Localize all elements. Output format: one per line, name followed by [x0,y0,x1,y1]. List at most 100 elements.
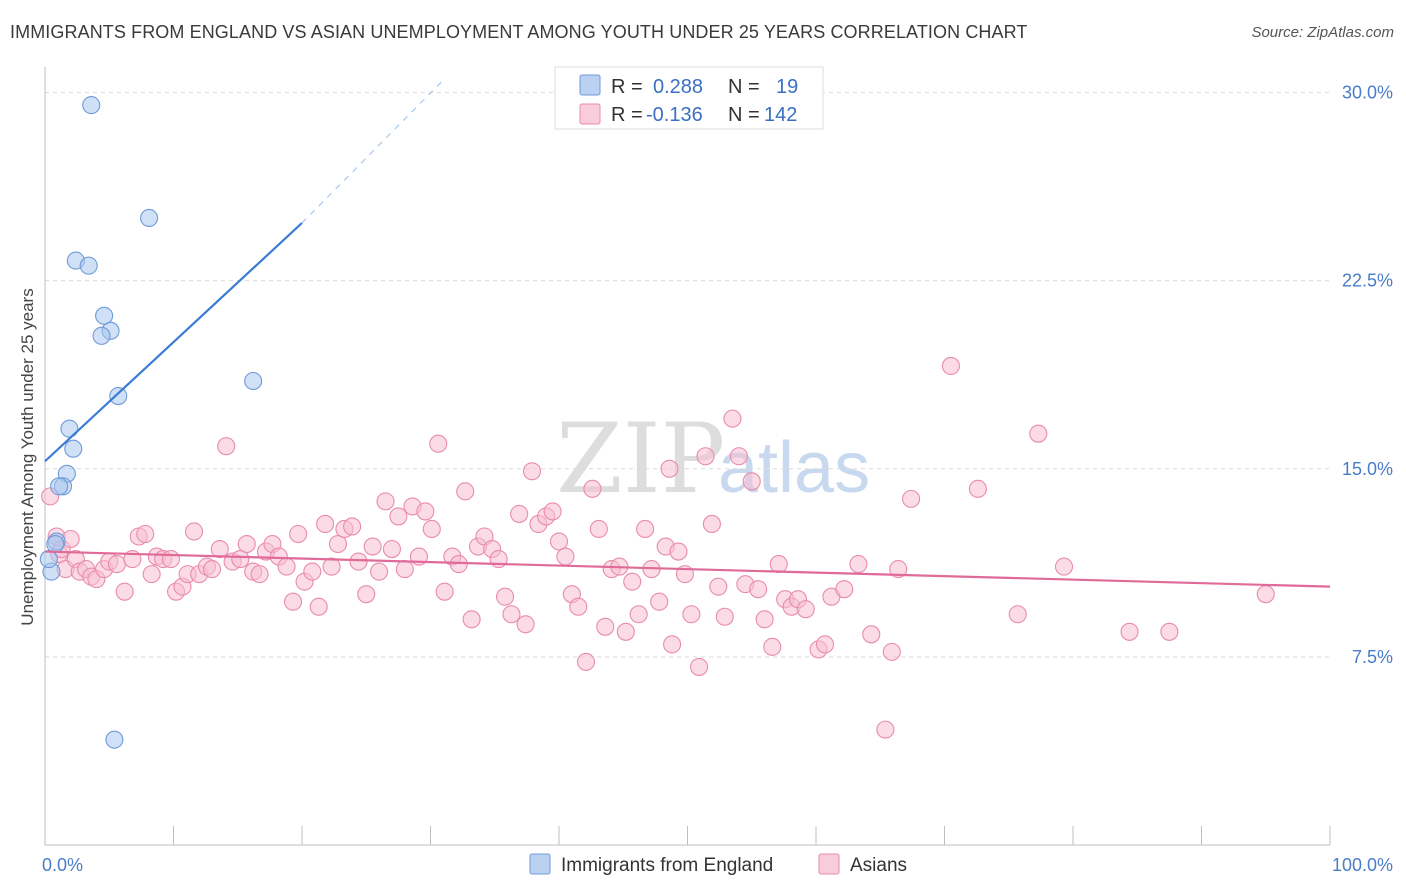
series-legend-label-england: Immigrants from England [561,855,773,876]
legend-n-value-asians: 142 [764,104,797,126]
axes [44,67,1331,846]
point-asians-104 [709,577,728,596]
point-asians-51 [357,585,376,604]
point-asians-39 [277,557,296,576]
legend-r-label-england: R = [611,76,643,98]
point-asians-43 [303,562,322,581]
point-england-6 [92,326,111,345]
trend-line-england [44,222,303,463]
point-asians-125 [882,642,901,661]
x-tick-labels: 0.0% 100.0% [42,855,1393,875]
point-asians-98 [669,542,688,561]
point-england-1 [140,208,159,228]
point-asians-53 [370,562,389,581]
point-asians-101 [690,657,709,676]
legend-r-value-asians: -0.136 [646,104,703,126]
point-asians-52 [363,537,382,556]
point-asians-66 [456,482,475,501]
point-asians-86 [589,519,608,539]
point-asians-136 [660,459,679,478]
point-asians-110 [749,580,768,599]
point-asians-47 [328,534,348,554]
point-asians-127 [902,489,921,508]
point-asians-121 [835,580,854,599]
point-asians-67 [462,610,481,629]
point-asians-73 [502,605,521,624]
point-asians-50 [349,552,368,571]
point-asians-45 [316,514,335,534]
point-asians-128 [941,356,960,375]
point-england-4 [95,306,114,325]
point-asians-83 [569,597,588,616]
point-asians-60 [416,502,435,521]
point-asians-106 [723,409,742,428]
point-asians-130 [1008,605,1027,624]
point-asians-81 [556,547,575,566]
point-asians-102 [696,447,715,466]
watermark-atlas: atlas [718,428,870,508]
point-asians-135 [1256,585,1275,604]
point-asians-13 [107,555,127,574]
x-tick-label-0: 0.0% [42,855,83,875]
x-tick-label-1: 100.0% [1332,855,1393,875]
point-asians-33 [237,534,256,554]
point-asians-122 [849,555,868,574]
point-asians-29 [210,539,229,559]
correlation-legend: R = 0.288 N = 19 R = -0.136 N = 142 [554,66,824,130]
point-asians-132 [1054,557,1074,576]
point-asians-95 [650,592,669,611]
point-asians-90 [616,622,635,641]
point-asians-124 [876,720,895,739]
legend-r-label-asians: R = [611,104,643,126]
point-asians-119 [815,635,835,654]
point-asians-87 [596,617,615,636]
point-asians-56 [389,507,408,526]
point-asians-93 [636,519,655,539]
legend-n-label-england: N = [728,76,760,98]
point-asians-49 [343,517,362,536]
point-asians-103 [702,514,721,534]
point-england-17 [39,550,58,569]
y-tick-label-2: 22.5% [1342,271,1393,291]
point-asians-107 [729,447,748,466]
point-asians-30 [217,437,236,456]
point-asians-35 [250,565,269,584]
series-legend: Immigrants from England Asians [529,853,907,876]
point-england-7 [244,371,263,391]
point-asians-57 [395,560,414,579]
legend-r-value-england: 0.288 [653,76,703,98]
point-asians-17 [136,524,155,544]
point-asians-46 [322,557,341,576]
y-tick-labels: 7.5% 15.0% 22.5% 30.0% [1342,83,1393,667]
trend-line-extension-england [301,79,444,224]
point-asians-55 [382,539,402,559]
y-tick-label-1: 15.0% [1342,459,1393,479]
point-asians-76 [522,462,542,481]
point-asians-75 [516,615,535,634]
point-asians-63 [435,582,454,601]
data-points [39,96,1275,749]
point-asians-40 [283,592,303,611]
point-asians-18 [142,565,161,584]
point-england-0 [82,96,101,115]
point-asians-21 [161,550,180,569]
point-asians-32 [231,550,250,569]
point-asians-129 [968,479,987,498]
y-tick-label-3: 30.0% [1342,83,1393,103]
point-asians-41 [289,524,308,544]
y-axis-label: Unemployment Among Youth under 25 years [18,288,37,625]
series-legend-swatch-england [529,853,551,875]
point-asians-126 [889,560,908,579]
point-asians-133 [1120,622,1139,641]
point-asians-72 [495,587,515,606]
watermark: ZIP atlas [556,403,870,515]
point-asians-85 [583,479,602,498]
point-asians-117 [796,600,815,619]
point-asians-131 [1029,424,1048,443]
legend-n-label-asians: N = [728,104,760,126]
legend-swatch-asians [579,103,601,125]
trend-line-asians [44,550,1331,588]
point-asians-91 [623,572,642,591]
point-asians-100 [682,605,701,624]
